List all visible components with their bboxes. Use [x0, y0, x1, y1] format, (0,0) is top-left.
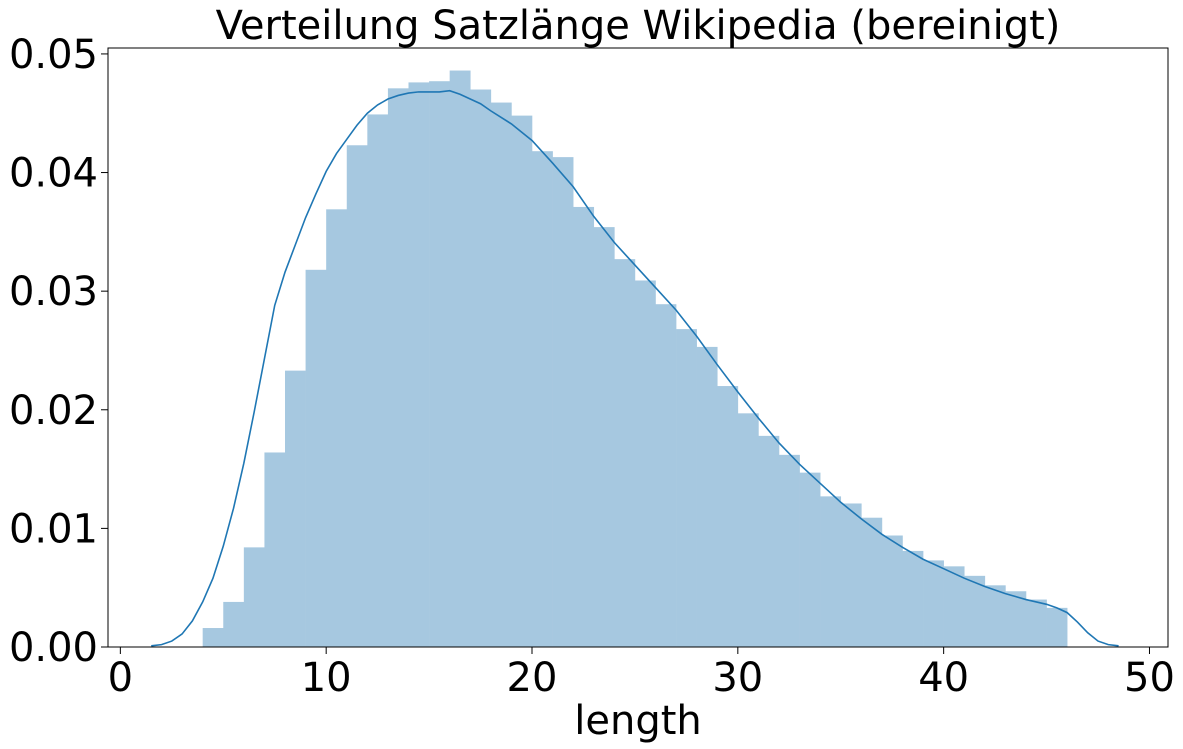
histogram-bar: [326, 209, 348, 647]
x-tick-label: 0: [108, 655, 133, 701]
histogram-bar: [449, 70, 471, 648]
histogram-bar: [552, 157, 574, 647]
histogram-bar: [511, 115, 533, 647]
histogram-bar: [264, 452, 286, 647]
plot-frame: [107, 47, 1169, 648]
y-tick-label: 0.00: [9, 625, 98, 671]
histogram-bar: [655, 304, 677, 647]
histogram-bar: [778, 454, 800, 647]
histogram-bar: [346, 145, 368, 647]
histogram-bar: [243, 547, 265, 647]
histogram-bar: [902, 550, 924, 647]
histogram-bar: [614, 259, 636, 647]
histogram-bar: [367, 114, 389, 647]
histogram-bar: [758, 435, 780, 647]
histogram-bar: [737, 413, 759, 647]
histogram-bar: [820, 496, 842, 647]
histogram-bar: [305, 269, 327, 647]
histogram-bar: [881, 535, 903, 647]
y-tick-label: 0.02: [9, 388, 98, 434]
histogram-bar: [285, 370, 306, 647]
histogram-bar: [573, 206, 595, 648]
y-axis-ticks: 0.00 0.01 0.02 0.03 0.04 0.05: [9, 32, 108, 671]
histogram-bar: [1025, 599, 1047, 647]
histogram-bar: [696, 346, 718, 647]
histogram-bar: [470, 89, 492, 648]
kde-density-line: [151, 89, 1119, 647]
histogram-bar: [532, 151, 553, 647]
x-tick-label: 40: [918, 655, 969, 701]
histogram-bar: [861, 517, 883, 647]
x-axis-label: length: [574, 698, 702, 744]
histogram-bar: [943, 566, 965, 647]
chart-title: Verteilung Satzlänge Wikipedia (bereinig…: [216, 3, 1061, 49]
y-tick-label: 0.04: [9, 151, 98, 197]
histogram-bars: [202, 70, 1068, 648]
x-tick-label: 10: [301, 655, 352, 701]
histogram-bar: [387, 88, 409, 647]
y-tick-label: 0.05: [9, 32, 98, 78]
histogram-bar: [429, 81, 450, 647]
histogram-bar: [840, 503, 862, 647]
histogram-bar: [1005, 591, 1027, 647]
x-tick-label: 20: [507, 655, 558, 701]
histogram-bar: [202, 628, 224, 647]
histogram-bar: [717, 386, 739, 647]
x-axis-ticks: 0 10 20 30 40 50: [108, 647, 1175, 701]
histogram-bar: [923, 560, 944, 647]
histogram-bar: [634, 280, 656, 647]
histogram-bar: [490, 102, 512, 647]
histogram-bar: [676, 329, 697, 647]
x-tick-label: 30: [712, 655, 763, 701]
histogram-bar: [223, 601, 245, 647]
histogram-bar: [1046, 607, 1068, 647]
histogram-bar: [799, 472, 821, 647]
histogram-bar: [984, 585, 1006, 647]
histogram-bar: [593, 227, 615, 647]
y-tick-label: 0.01: [9, 506, 98, 552]
histogram-bar: [964, 575, 986, 647]
histogram-bar: [408, 82, 430, 648]
x-tick-label: 50: [1124, 655, 1175, 701]
y-tick-label: 0.03: [9, 269, 98, 315]
